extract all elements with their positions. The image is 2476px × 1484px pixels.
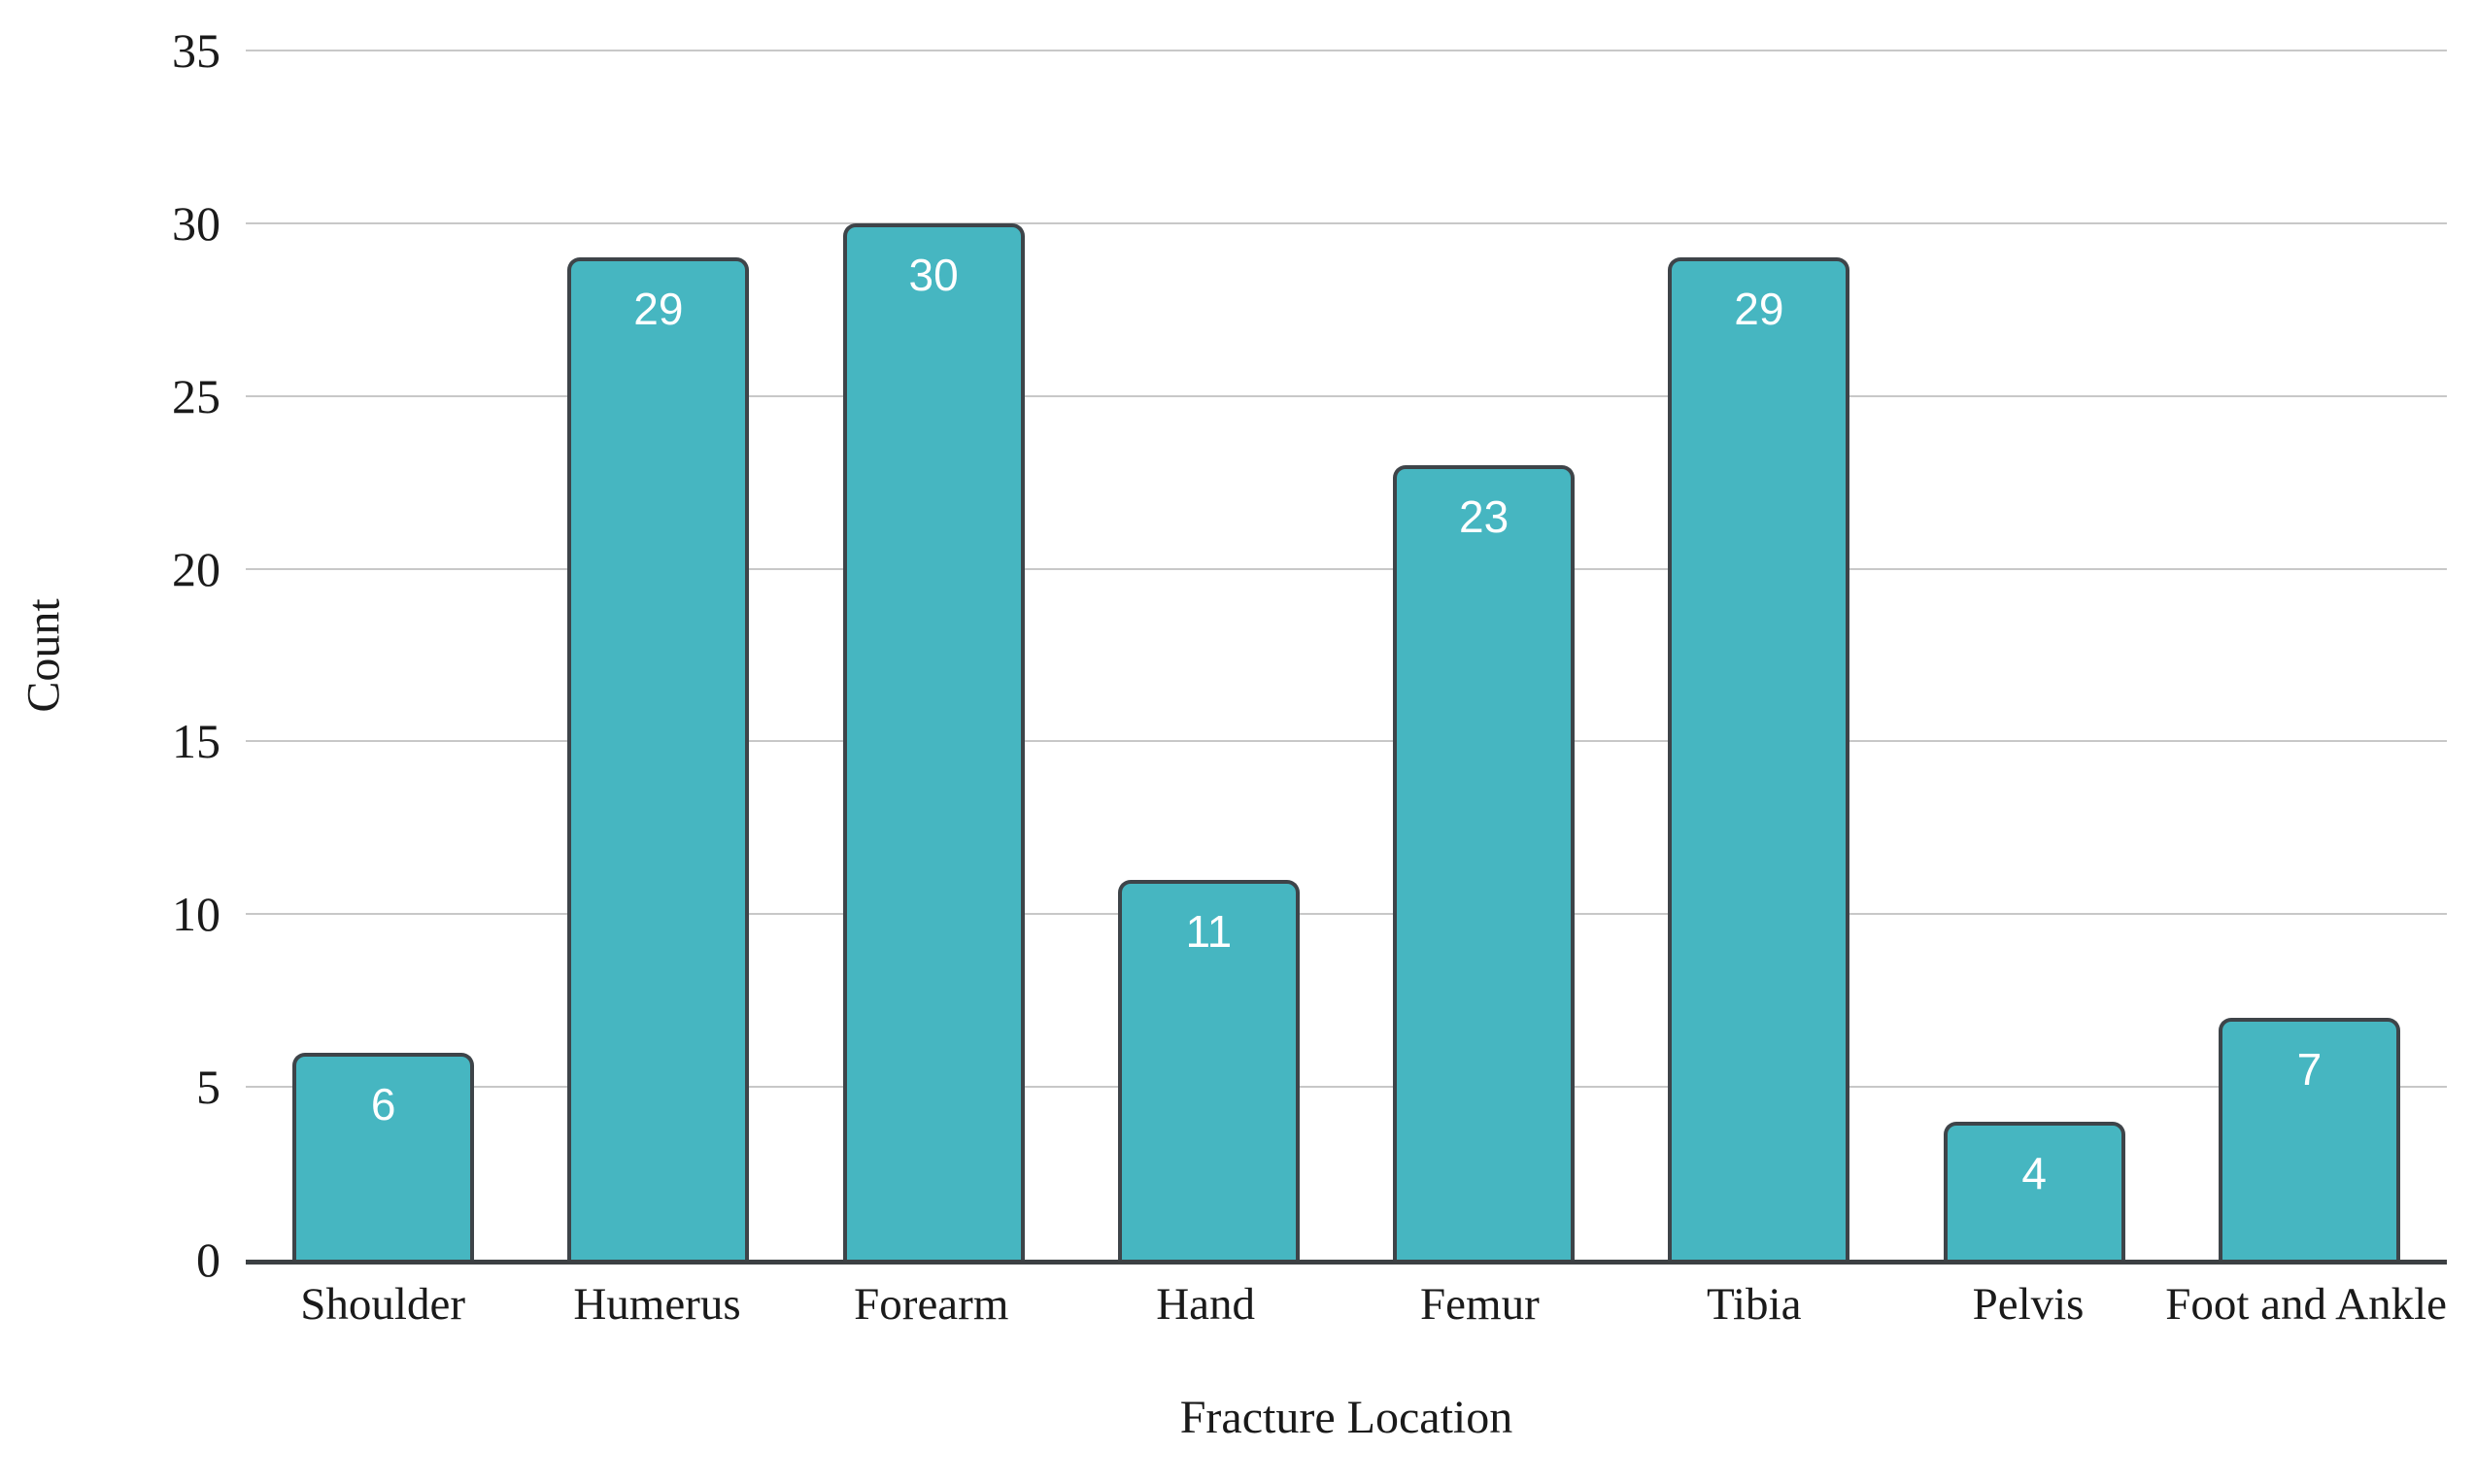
bar-value-label: 23	[1459, 490, 1509, 542]
x-category-label: Forearm	[854, 1279, 1009, 1330]
bar-pelvis: 4	[1943, 1121, 2125, 1260]
bar-slot: 29	[521, 51, 796, 1260]
plot-area: 6 29 30 11 23 29 4 7	[246, 50, 2447, 1265]
bar-slot: 11	[1071, 51, 1346, 1260]
x-axis-title: Fracture Location	[1179, 1392, 1513, 1443]
x-category-label: Foot and Ankle	[2165, 1279, 2448, 1330]
x-category-label: Tibia	[1706, 1279, 1802, 1330]
x-category-label: Hand	[1156, 1279, 1255, 1330]
bars: 6 29 30 11 23 29 4 7	[246, 51, 2447, 1260]
gridline	[246, 1086, 2447, 1089]
bar-femur: 23	[1393, 464, 1576, 1260]
y-tick-label: 10	[172, 887, 220, 942]
bar-slot: 30	[797, 51, 1071, 1260]
bar-value-label: 6	[370, 1078, 396, 1130]
y-tick-label: 0	[196, 1232, 220, 1287]
y-axis-ticks: 0 5 10 15 20 25 30 35	[0, 26, 220, 1284]
bar-humerus: 29	[567, 257, 750, 1260]
x-axis-title-area: Fracture Location	[246, 1391, 2447, 1444]
y-tick-label: 20	[172, 541, 220, 596]
bar-slot: 4	[1897, 51, 2172, 1260]
bar-slot: 23	[1346, 51, 1621, 1260]
bar-hand: 11	[1117, 879, 1300, 1260]
bar-slot: 7	[2172, 51, 2447, 1260]
y-tick-label: 15	[172, 714, 220, 769]
bar-value-label: 4	[2021, 1147, 2047, 1198]
bar-value-label: 29	[633, 284, 684, 335]
gridline	[246, 221, 2447, 224]
gridline	[246, 740, 2447, 743]
x-category-label: Femur	[1420, 1279, 1540, 1330]
gridline	[246, 394, 2447, 397]
y-tick-label: 5	[196, 1060, 220, 1115]
y-tick-label: 25	[172, 368, 220, 423]
gridline	[246, 50, 2447, 51]
x-category-label: Shoulder	[300, 1279, 466, 1330]
gridline	[246, 567, 2447, 570]
gridline	[246, 913, 2447, 916]
bar-value-label: 30	[908, 249, 959, 300]
bar-value-label: 11	[1185, 905, 1233, 957]
x-category-label: Humerus	[573, 1279, 741, 1330]
bar-value-label: 7	[2296, 1044, 2323, 1095]
y-tick-label: 35	[172, 23, 220, 78]
bar-slot: 29	[1621, 51, 1896, 1260]
bar-foot-and-ankle: 7	[2218, 1018, 2400, 1260]
bar-value-label: 29	[1734, 284, 1784, 335]
x-category-label: Pelvis	[1972, 1279, 2085, 1330]
bar-tibia: 29	[1668, 257, 1850, 1260]
bar-slot: 6	[246, 51, 521, 1260]
y-tick-label: 30	[172, 195, 220, 251]
x-labels: Shoulder Humerus Forearm Hand Femur Tibia Pelv…	[246, 1278, 2447, 1331]
bar-forearm: 30	[842, 222, 1025, 1260]
bar-shoulder: 6	[292, 1052, 475, 1260]
